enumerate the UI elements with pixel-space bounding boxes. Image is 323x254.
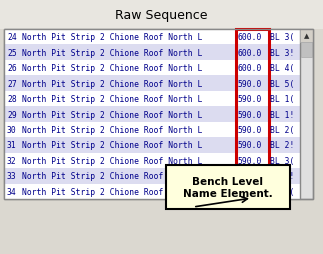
FancyBboxPatch shape: [4, 122, 300, 138]
FancyBboxPatch shape: [0, 0, 323, 30]
FancyBboxPatch shape: [4, 138, 300, 153]
FancyBboxPatch shape: [4, 107, 300, 122]
Text: BL 2!: BL 2!: [270, 141, 294, 150]
Text: North Pit Strip 2 Chione Roof North L: North Pit Strip 2 Chione Roof North L: [22, 187, 203, 196]
FancyBboxPatch shape: [300, 30, 313, 199]
FancyBboxPatch shape: [4, 61, 300, 76]
Text: BL 3!: BL 3!: [270, 49, 294, 57]
Text: 600.0: 600.0: [237, 64, 261, 73]
Text: BL 3!: BL 3!: [270, 172, 294, 181]
Text: North Pit Strip 2 Chione Roof North L: North Pit Strip 2 Chione Roof North L: [22, 95, 203, 104]
Text: North Pit Strip 2 Chione Roof North L: North Pit Strip 2 Chione Roof North L: [22, 33, 203, 42]
Text: 28: 28: [7, 95, 17, 104]
Text: BL 1(: BL 1(: [270, 95, 294, 104]
FancyBboxPatch shape: [4, 76, 300, 91]
FancyBboxPatch shape: [4, 184, 300, 199]
Text: BL 3(: BL 3(: [270, 156, 294, 165]
Text: ▲: ▲: [304, 33, 309, 39]
Text: North Pit Strip 2 Chione Roof North L: North Pit Strip 2 Chione Roof North L: [22, 172, 203, 181]
Text: BL 3(: BL 3(: [270, 33, 294, 42]
Text: 600.0: 600.0: [237, 33, 261, 42]
Text: 34: 34: [7, 187, 17, 196]
FancyBboxPatch shape: [300, 30, 313, 43]
Text: 30: 30: [7, 125, 17, 134]
Text: 590.0: 590.0: [237, 187, 261, 196]
FancyBboxPatch shape: [4, 91, 300, 107]
Text: 33: 33: [7, 172, 17, 181]
Text: North Pit Strip 2 Chione Roof North L: North Pit Strip 2 Chione Roof North L: [22, 156, 203, 165]
Text: BL 5(: BL 5(: [270, 79, 294, 88]
Text: 29: 29: [7, 110, 17, 119]
Text: BL 2(: BL 2(: [270, 125, 294, 134]
Text: 27: 27: [7, 79, 17, 88]
Text: North Pit Strip 2 Chione Roof North L: North Pit Strip 2 Chione Roof North L: [22, 110, 203, 119]
FancyBboxPatch shape: [166, 165, 290, 209]
Text: 32: 32: [7, 156, 17, 165]
Text: North Pit Strip 2 Chione Roof North L: North Pit Strip 2 Chione Roof North L: [22, 125, 203, 134]
Text: 590.0: 590.0: [237, 125, 261, 134]
Text: North Pit Strip 2 Chione Roof North L: North Pit Strip 2 Chione Roof North L: [22, 79, 203, 88]
Text: Raw Sequence: Raw Sequence: [115, 8, 208, 21]
Text: BL 4(: BL 4(: [270, 187, 294, 196]
FancyBboxPatch shape: [4, 168, 300, 184]
Text: 25: 25: [7, 49, 17, 57]
Text: Bench Level
Name Element.: Bench Level Name Element.: [183, 177, 273, 198]
Text: 590.0: 590.0: [237, 79, 261, 88]
Text: 590.0: 590.0: [237, 95, 261, 104]
Text: 590.0: 590.0: [237, 110, 261, 119]
FancyBboxPatch shape: [4, 30, 300, 45]
Text: 26: 26: [7, 64, 17, 73]
Text: 24: 24: [7, 33, 17, 42]
Text: 590.0: 590.0: [237, 141, 261, 150]
Text: North Pit Strip 2 Chione Roof North L: North Pit Strip 2 Chione Roof North L: [22, 49, 203, 57]
Text: 590.0: 590.0: [237, 172, 261, 181]
Text: 600.0: 600.0: [237, 49, 261, 57]
Text: North Pit Strip 2 Chione Roof North L: North Pit Strip 2 Chione Roof North L: [22, 64, 203, 73]
Text: 590.0: 590.0: [237, 156, 261, 165]
FancyBboxPatch shape: [4, 153, 300, 168]
Text: BL 4(: BL 4(: [270, 64, 294, 73]
FancyBboxPatch shape: [4, 45, 300, 61]
Text: 31: 31: [7, 141, 17, 150]
Text: North Pit Strip 2 Chione Roof North L: North Pit Strip 2 Chione Roof North L: [22, 141, 203, 150]
FancyBboxPatch shape: [301, 43, 312, 58]
Text: BL 1!: BL 1!: [270, 110, 294, 119]
FancyBboxPatch shape: [4, 30, 300, 199]
